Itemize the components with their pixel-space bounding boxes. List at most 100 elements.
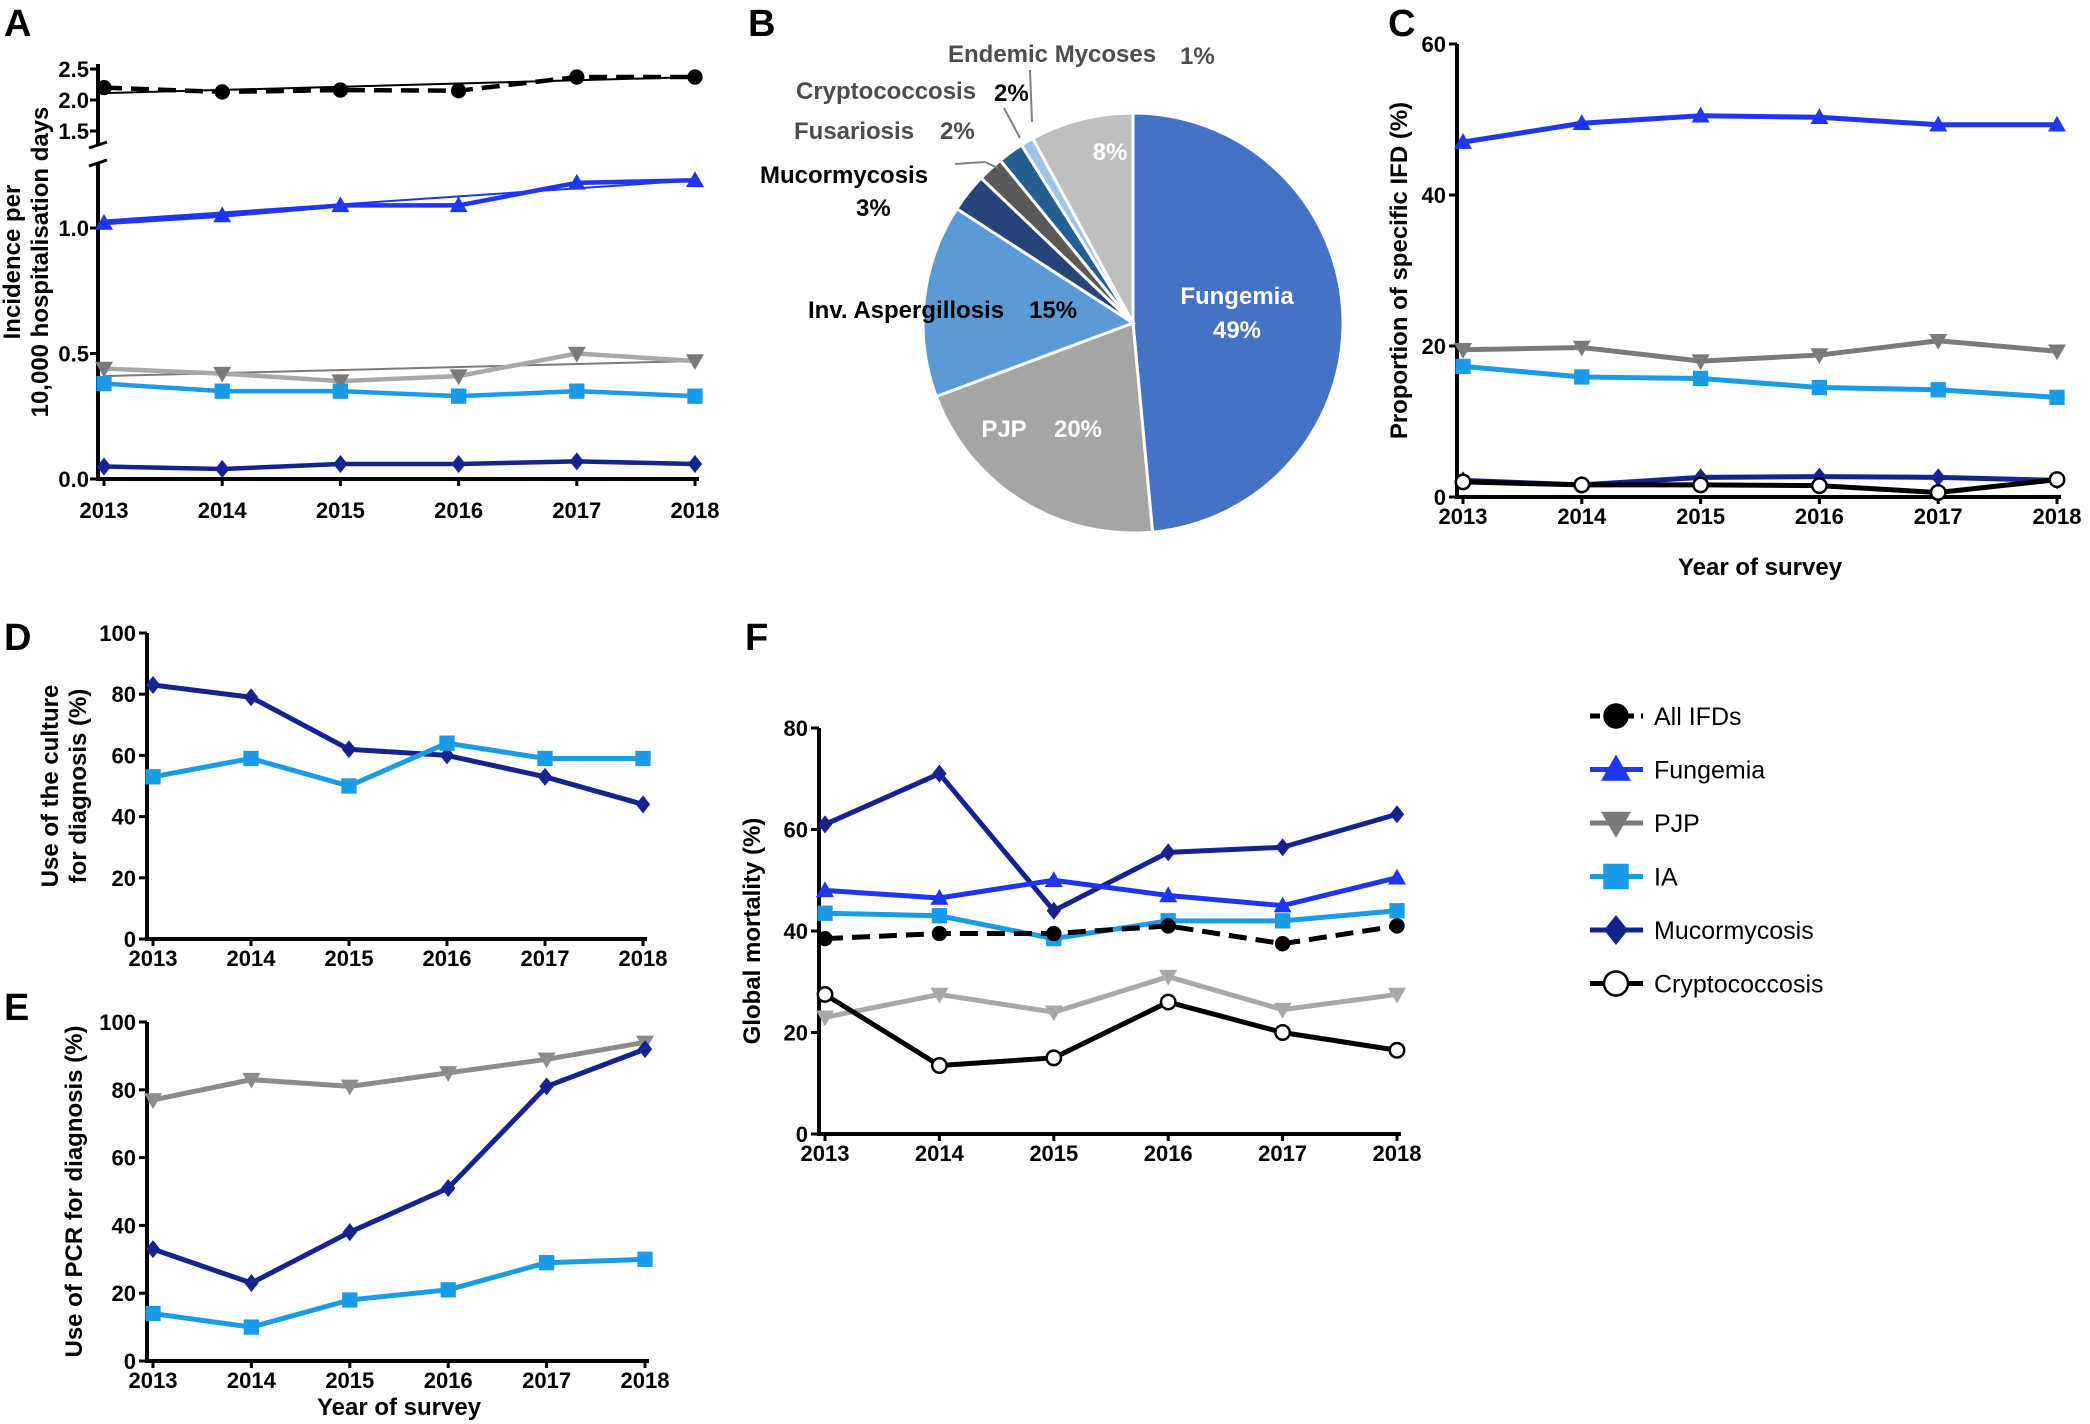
point-all-ifds — [450, 83, 467, 99]
series-all-ifds — [96, 69, 703, 100]
point-fungemia — [2048, 115, 2066, 132]
point-fungemia — [1572, 114, 1591, 131]
point-fungemia — [1810, 108, 1829, 124]
line-ia — [152, 740, 643, 789]
point-fungemia — [1044, 871, 1063, 887]
y-tick-label: 100 — [99, 621, 136, 646]
x-tick-label: 2014 — [1557, 504, 1607, 529]
point-ia — [931, 908, 948, 924]
point-ia — [341, 778, 357, 794]
point-pjp — [95, 361, 113, 378]
point-ia — [1574, 369, 1590, 385]
x-tick-label: 2017 — [1258, 1141, 1307, 1166]
y-axis-title: 10,000 hospitalisation days — [27, 107, 54, 418]
series-pjp — [95, 346, 704, 391]
y-tick-label: 2.5 — [58, 57, 89, 82]
y-tick-label: 60 — [112, 1146, 136, 1171]
pie-slice-inv-aspergillosis — [921, 206, 1137, 399]
line-pjp — [1462, 338, 2058, 364]
point-fungemia — [1929, 115, 1948, 132]
point-fungemia — [1159, 886, 1178, 903]
y-tick-label: 80 — [112, 682, 136, 707]
point-pjp — [567, 346, 586, 363]
point-pjp — [1454, 343, 1472, 359]
panel-f-mortality-chart: 0 20 40 60 80 2013 2014 2015 2016 2017 2018 Global … — [739, 617, 1421, 1166]
point-ia — [214, 383, 230, 399]
point-mucormycosis — [244, 1274, 259, 1293]
y-axis-title: Global mortality (%) — [739, 818, 766, 1045]
point-ia — [1930, 382, 1946, 398]
series-fungemia — [1454, 106, 2066, 149]
y-tick-label: 60 — [112, 743, 136, 768]
point-pjp — [1810, 348, 1829, 365]
point-ia — [538, 1255, 555, 1271]
point-ia — [450, 388, 467, 404]
point-cryptococcosis — [1454, 473, 1472, 491]
panel-letter: E — [4, 987, 29, 1029]
legend-label: Mucormycosis — [1654, 917, 1814, 945]
y-tick-label: 20 — [784, 1021, 808, 1046]
line-cryptococcosis — [823, 992, 1398, 1068]
point-pjp — [1929, 333, 1948, 350]
point-ia — [537, 750, 553, 767]
legend-item-pjp: PJP — [1590, 810, 1700, 838]
point-mucormycosis — [539, 1077, 554, 1096]
point-all-ifds — [214, 84, 230, 100]
point-fungemia — [95, 213, 113, 230]
line-mucormycosis — [103, 459, 696, 472]
point-pjp — [1273, 1002, 1292, 1019]
triangle-down-icon — [1601, 811, 1631, 838]
point-fungemia — [816, 881, 834, 898]
point-mucormycosis — [145, 676, 161, 695]
series-pjp — [1454, 333, 2066, 371]
legend: All IFDs Fungemia PJP IA Mucormycosis Cryptoc… — [1590, 703, 1824, 999]
point-all-ifds — [687, 69, 703, 85]
x-tick-label: 2015 — [325, 1368, 374, 1393]
point-pjp — [1572, 340, 1591, 357]
point-pjp — [686, 354, 704, 371]
pie-slice-other-ifds — [1030, 111, 1135, 324]
line-fungemia — [824, 875, 1398, 909]
x-tick-label: 2016 — [434, 498, 483, 523]
line-mucormycosis — [152, 682, 644, 807]
x-tick-label: 2014 — [227, 946, 277, 971]
series-cryptococcosis — [816, 985, 1406, 1074]
point-pjp — [144, 1093, 162, 1109]
x-tick-label: 2013 — [1439, 504, 1488, 529]
series-fungemia — [95, 171, 704, 230]
panel-letter: C — [1388, 3, 1415, 45]
diamond-icon — [1604, 915, 1628, 945]
point-mucormycosis — [635, 795, 651, 814]
point-ia — [332, 383, 349, 399]
y-tick-label: 1.5 — [58, 119, 89, 144]
x-tick-label: 2015 — [1029, 1141, 1078, 1166]
x-tick-label: 2018 — [671, 498, 720, 523]
x-tick-label: 2016 — [1144, 1141, 1193, 1166]
series-ia — [96, 375, 703, 404]
y-axis-title: for diagnosis (%) — [65, 689, 92, 884]
pie-label-pjp: PJP — [981, 416, 1026, 443]
point-pjp — [242, 1072, 261, 1089]
pie-label-fusariosis: Fusariosis — [794, 118, 914, 145]
point-ia — [440, 1282, 456, 1298]
pie-pct-fungemia: 49% — [1213, 317, 1261, 344]
point-mucormycosis — [637, 1040, 653, 1059]
series-ia — [145, 1251, 653, 1335]
point-ia — [1692, 370, 1709, 387]
point-cryptococcosis — [1388, 1041, 1406, 1059]
point-all-ifds — [1389, 918, 1405, 934]
point-mucormycosis — [96, 457, 112, 476]
point-pjp — [439, 1066, 458, 1082]
pie-label-other: IFDs — [1078, 94, 1130, 121]
line-all-ifds — [824, 923, 1398, 947]
series-mucormycosis — [145, 676, 651, 814]
line-ia — [1462, 363, 2058, 400]
line-fungemia — [103, 178, 696, 226]
x-tick-label: 2014 — [227, 1368, 277, 1393]
pie-pct-cryptococcosis: 2% — [994, 80, 1029, 107]
legend-item-ia: IA — [1590, 864, 1678, 892]
point-mucormycosis — [333, 454, 348, 473]
series-all-ifds — [817, 918, 1405, 952]
y-tick-label: 0 — [1434, 485, 1446, 510]
point-fungemia — [686, 171, 704, 188]
